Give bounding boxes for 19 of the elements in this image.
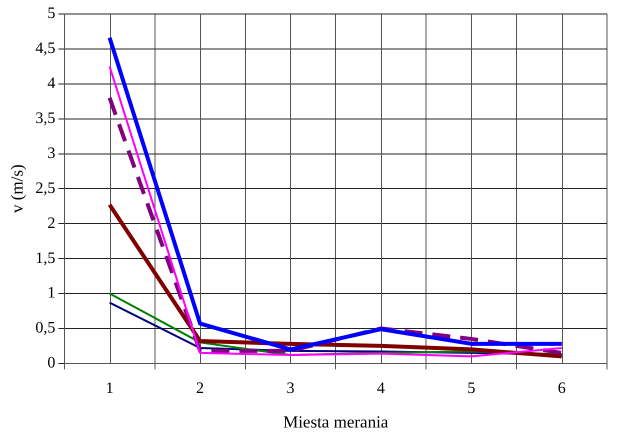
y-tick-label: 4,5	[35, 40, 56, 58]
y-tick-label: 0	[47, 354, 56, 372]
y-tick-label: 1	[47, 284, 56, 302]
y-tick-label: 2,5	[35, 180, 56, 197]
x-tick-label: 2	[196, 380, 204, 398]
y-tick-label: 3,5	[35, 110, 56, 128]
x-tick-label: 1	[106, 380, 114, 398]
x-tick-label: 6	[558, 380, 566, 398]
y-tick-label: 3	[47, 144, 56, 162]
x-tick-label: 5	[467, 380, 476, 398]
x-axis-title: Miesta merania	[283, 412, 389, 432]
y-axis-title: v (m/s)	[8, 164, 27, 214]
y-tick-label: 1,5	[35, 250, 56, 267]
y-tick-label: 5	[47, 5, 56, 22]
x-tick-label: 3	[286, 380, 294, 398]
y-tick-label: 2	[47, 214, 56, 232]
y-tick-label: 0,5	[35, 320, 56, 337]
x-tick-label: 4	[376, 380, 385, 398]
y-tick-label: 4	[47, 75, 56, 92]
